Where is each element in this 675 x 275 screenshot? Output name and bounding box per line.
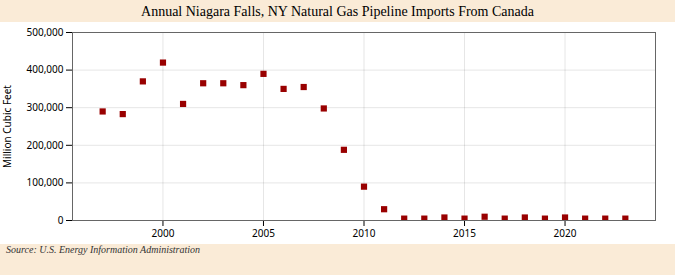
svg-text:400,000: 400,000 <box>27 62 64 76</box>
svg-text:Million Cubic Feet: Million Cubic Feet <box>0 85 14 168</box>
svg-text:2015: 2015 <box>453 226 476 240</box>
svg-text:500,000: 500,000 <box>27 25 64 39</box>
svg-text:2000: 2000 <box>152 226 175 240</box>
svg-text:200,000: 200,000 <box>27 138 64 152</box>
svg-text:2010: 2010 <box>353 226 376 240</box>
svg-text:2020: 2020 <box>554 226 577 240</box>
html-text:Source: U.S. Energy Informatio: Source: U.S. Energy Information Administ… <box>6 244 201 255</box>
html-text:Annual Niagara Falls, NY Natur: Annual Niagara Falls, NY Natural Gas Pip… <box>141 4 534 19</box>
svg-text:2005: 2005 <box>252 226 275 240</box>
svg-text:0: 0 <box>58 213 64 227</box>
svg-text:100,000: 100,000 <box>27 175 64 189</box>
svg-text:300,000: 300,000 <box>27 100 64 114</box>
